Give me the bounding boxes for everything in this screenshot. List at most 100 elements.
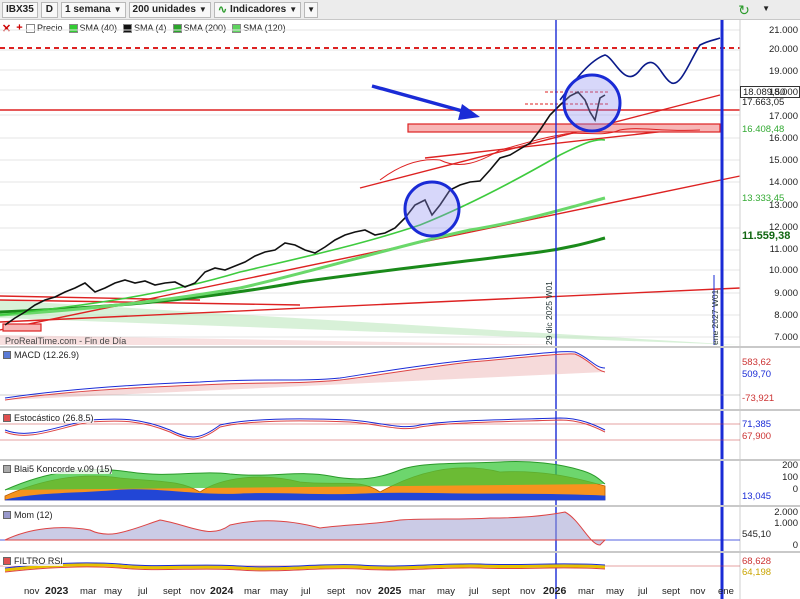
x-tick: nov (520, 586, 536, 597)
price-tick: 11.000 (769, 244, 798, 255)
highlight-circle (403, 180, 461, 238)
price-tick: 19.000 (768, 66, 798, 77)
koncorde-icon (3, 465, 11, 473)
x-tick: may (606, 586, 624, 597)
x-tick: jul (138, 586, 148, 597)
price-line (4, 91, 606, 326)
koncorde-title-label: Blai5 Koncorde v.09 (15) (14, 464, 113, 474)
refresh-icon[interactable]: ↻ (738, 2, 750, 18)
pane-separator (0, 459, 800, 461)
legend-label: Precio (37, 23, 63, 33)
indicators-label: Indicadores (230, 4, 287, 15)
macd-title[interactable]: MACD (12.26.9) (3, 350, 80, 360)
x-tick: nov (690, 586, 706, 597)
stoch-title-label: Estocástico (26.8.5) (14, 413, 94, 423)
x-tick: may (270, 586, 288, 597)
price-tick: 12.000 (768, 222, 798, 233)
x-tick-year: 2025 (378, 585, 402, 597)
low-zone-rect (2, 323, 42, 332)
rsi-chart (0, 562, 740, 573)
rsi-value: 64,198 (742, 567, 772, 578)
x-tick: mar (244, 586, 261, 597)
stoch-title[interactable]: Estocástico (26.8.5) (3, 413, 94, 423)
pane-separator (0, 409, 800, 411)
symbol-label: IBX35 (6, 4, 34, 15)
legend-swatch (26, 23, 35, 33)
chevron-down-icon: ▼ (113, 5, 122, 14)
legend-label: SMA (200) (183, 23, 227, 33)
legend-label: SMA (4) (134, 23, 167, 33)
legend-label: SMA (40) (79, 23, 118, 33)
x-tick: nov (190, 586, 206, 597)
price-tick: 8.000 (774, 310, 798, 321)
pane-close-icon[interactable]: ✕ (1, 22, 12, 35)
legend-item-sma120[interactable]: SMA (120) (232, 23, 286, 33)
price-tag-sma120: 13.333,45 (742, 193, 785, 204)
x-tick-year: 2024 (210, 585, 234, 597)
koncorde-tick: 100 (782, 472, 798, 483)
timeframe-select[interactable]: 1 semana ▼ (61, 1, 126, 18)
macd-icon (3, 351, 11, 359)
koncorde-value: 13,045 (742, 491, 772, 502)
price-tick: 7.000 (774, 332, 798, 343)
price-gridlines (0, 29, 740, 338)
options-button[interactable]: ▼ (304, 1, 319, 18)
stoch-icon (3, 414, 11, 422)
legend-swatch (172, 23, 182, 33)
sma-40-line (0, 138, 606, 316)
legend-item-sma200[interactable]: SMA (200) (172, 23, 227, 33)
x-tick: nov (356, 586, 372, 597)
price-tag-sma200: 11.559,38 (742, 230, 791, 242)
mom-tick: 1.000 (774, 518, 798, 529)
x-tick: jul (638, 586, 648, 597)
pane-separator (0, 551, 800, 553)
pane-add-icon[interactable]: + (16, 22, 23, 34)
x-tick-year: 2023 (45, 585, 69, 597)
units-label: 200 unidades (132, 4, 196, 15)
sma-120-line (0, 196, 606, 317)
price-tick: 15.000 (768, 155, 798, 166)
legend-swatch (232, 23, 242, 33)
timeframe-label: 1 semana (65, 4, 111, 15)
x-tick: may (437, 586, 455, 597)
koncorde-title[interactable]: Blai5 Koncorde v.09 (15) (3, 464, 113, 474)
pane-separator (0, 505, 800, 507)
macd-value: 509,70 (742, 369, 772, 380)
d-button[interactable]: D (40, 1, 59, 18)
mom-title-label: Mom (12) (14, 510, 53, 520)
stoch-value: 71,385 (742, 419, 772, 430)
legend-item-sma40[interactable]: SMA (40) (68, 23, 118, 33)
mom-tick: 0 (792, 540, 798, 551)
price-tag-sma4: 17.663,05 (742, 97, 785, 108)
x-tick: sept (662, 586, 680, 597)
chevron-down-icon: ▼ (198, 5, 207, 14)
legend-item-sma4[interactable]: SMA (4) (123, 23, 167, 33)
mom-value: 545,10 (742, 529, 772, 540)
price-tick: 9.000 (774, 288, 798, 299)
momentum-chart (0, 511, 740, 546)
symbol-selector[interactable]: IBX35 (2, 1, 38, 18)
units-select[interactable]: 200 unidades ▼ (128, 1, 211, 18)
indicators-button[interactable]: ∿ Indicadores ▼ (213, 1, 302, 18)
x-tick: nov (24, 586, 40, 597)
x-tick: jul (469, 586, 479, 597)
mom-title[interactable]: Mom (12) (3, 510, 53, 520)
support-zone-rect (407, 123, 721, 133)
price-tick: 17.000 (768, 111, 798, 122)
rsi-title-label: FILTRO RSI (14, 556, 63, 566)
dropdown-icon[interactable]: ▼ (762, 4, 770, 13)
legend-label: SMA (120) (243, 23, 286, 33)
indicators-icon: ∿ (217, 4, 228, 16)
legend-swatch (68, 23, 78, 33)
rsi-title[interactable]: FILTRO RSI (3, 556, 63, 566)
x-tick: sept (492, 586, 510, 597)
highlight-circle (562, 73, 622, 133)
sma-200-line (0, 236, 606, 314)
price-tick: 18.000 (768, 87, 798, 98)
annotation-arrow-head (458, 104, 480, 120)
x-tick-year: 2026 (543, 585, 567, 597)
x-tick: sept (327, 586, 345, 597)
legend-item-price[interactable]: Precio (26, 23, 63, 33)
x-tick: jul (301, 586, 311, 597)
